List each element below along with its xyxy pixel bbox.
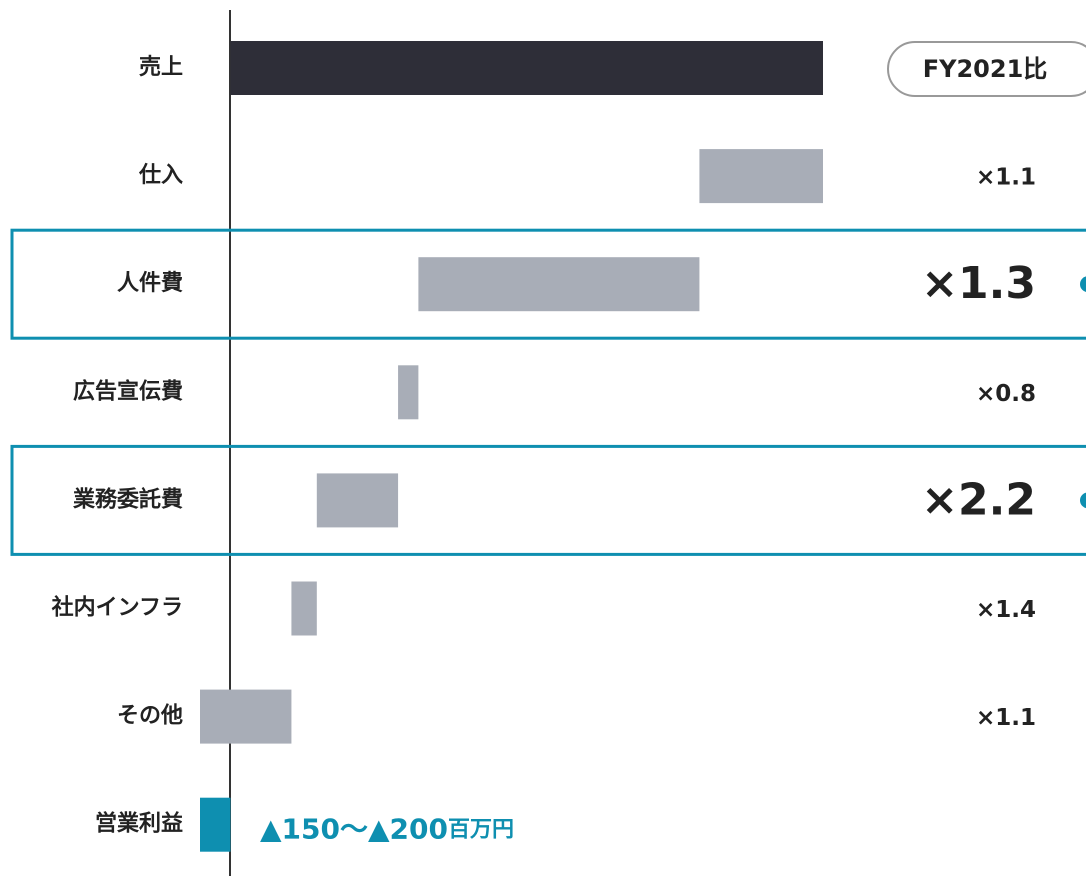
ratio-label: ×1.1	[976, 705, 1036, 731]
bar	[418, 257, 700, 312]
category-label: 人件費	[117, 271, 183, 296]
bar	[398, 365, 419, 420]
ratio-header-pill	[887, 41, 1086, 97]
bar	[699, 149, 823, 204]
ratio-label: ×1.4	[976, 597, 1036, 623]
ratio-label: ×2.2	[921, 474, 1036, 525]
ratio-header: FY2021比	[923, 55, 1048, 83]
category-label: 広告宣伝費	[73, 378, 183, 404]
highlight-dot	[1080, 492, 1086, 509]
annotation: ▲150〜▲200百万円	[260, 813, 514, 846]
category-label: その他	[117, 704, 183, 729]
highlight-dot	[1080, 276, 1086, 292]
category-label: 仕入	[138, 163, 183, 188]
category-label: 売上	[139, 54, 183, 80]
category-label: 営業利益	[95, 811, 183, 837]
bar	[291, 581, 317, 636]
bar	[316, 473, 399, 528]
highlight-box	[10, 228, 1086, 340]
category-label: 業務委託費	[73, 486, 183, 512]
ratio-label: ×0.8	[976, 381, 1036, 407]
bar	[200, 689, 292, 744]
category-label: 社内インフラ	[52, 595, 183, 621]
bar	[200, 797, 231, 852]
annotation-range: ▲150〜▲200	[260, 813, 448, 846]
annotation-unit: 百万円	[448, 818, 514, 843]
bar	[230, 41, 823, 95]
highlight-box	[10, 444, 1086, 556]
ratio-label: ×1.3	[921, 258, 1036, 309]
ratio-label: ×1.1	[976, 165, 1036, 191]
